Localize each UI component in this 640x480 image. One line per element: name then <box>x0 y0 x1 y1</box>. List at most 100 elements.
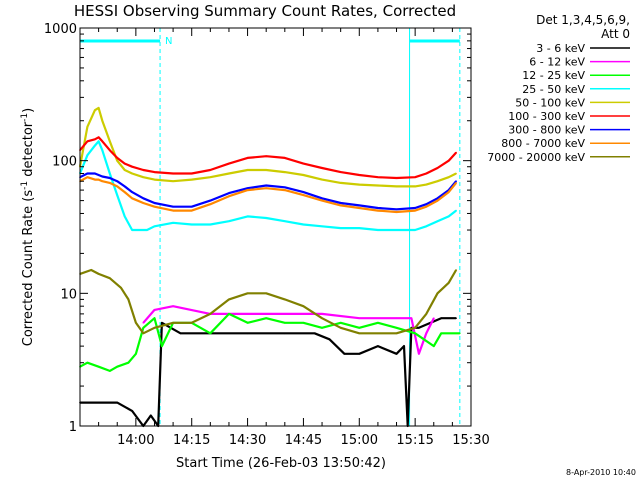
data-point <box>135 353 137 355</box>
data-point <box>321 313 323 315</box>
data-point <box>94 138 96 141</box>
data-point <box>190 209 193 212</box>
data-point <box>209 176 212 178</box>
data-point <box>86 176 89 178</box>
data-point <box>436 167 439 169</box>
data-point <box>153 171 156 173</box>
data-point <box>321 178 323 181</box>
data-point <box>328 338 331 341</box>
data-point <box>131 229 133 231</box>
data-point <box>190 172 193 175</box>
y-axis-label-sup1: -1 <box>20 181 30 190</box>
data-point <box>339 182 342 184</box>
data-point <box>109 149 111 151</box>
data-point <box>190 223 193 226</box>
data-point <box>172 205 174 208</box>
x-tick-label: 14:15 <box>173 433 210 448</box>
data-point <box>131 410 133 412</box>
data-point <box>109 182 111 184</box>
data-point <box>97 136 100 139</box>
y-axis-label-main: Corrected Count Rate (s <box>21 190 36 347</box>
data-point <box>123 169 126 171</box>
plot-area: N 14:00 14:15 14:30 14:45 15:00 15:15 15:30 11… <box>44 22 490 448</box>
data-point <box>123 185 126 188</box>
data-point <box>101 180 104 182</box>
data-point <box>358 327 361 329</box>
data-point <box>455 151 457 154</box>
data-point <box>161 322 163 324</box>
data-point <box>209 169 212 171</box>
data-point <box>153 327 156 329</box>
data-point <box>153 202 156 204</box>
series-line <box>79 136 457 180</box>
data-point <box>265 155 268 157</box>
data-point <box>179 332 182 335</box>
data-point <box>265 217 268 219</box>
data-point <box>321 225 323 228</box>
data-point <box>228 195 230 197</box>
data-point <box>131 197 133 200</box>
data-point <box>228 220 230 222</box>
data-point <box>172 305 174 308</box>
data-point <box>135 322 137 324</box>
series-line <box>78 140 457 232</box>
data-point <box>302 162 305 165</box>
x-tick-label: 15:00 <box>341 433 378 448</box>
data-point <box>246 322 249 324</box>
data-point <box>228 192 230 194</box>
data-point <box>459 332 461 335</box>
y-axis-label-end: ) <box>21 108 36 113</box>
data-point <box>302 194 305 196</box>
data-point <box>436 292 439 295</box>
data-point <box>265 184 268 187</box>
x-tick-label: 15:15 <box>396 433 433 448</box>
data-point <box>284 157 286 159</box>
data-point <box>414 332 416 335</box>
legend-entry-label: 800 - 7000 keV <box>501 137 585 150</box>
data-point <box>131 172 133 175</box>
data-point <box>172 322 174 324</box>
data-point <box>395 332 398 335</box>
data-point <box>358 353 361 355</box>
data-point <box>116 180 118 182</box>
data-point <box>209 332 212 335</box>
data-point <box>425 225 428 228</box>
data-point <box>447 215 450 218</box>
data-point <box>246 187 249 189</box>
data-point <box>377 345 379 347</box>
data-point <box>101 149 104 151</box>
data-point <box>377 209 379 212</box>
data-point <box>377 322 379 324</box>
data-point <box>116 185 118 188</box>
series-layer <box>78 106 461 428</box>
data-point <box>97 178 100 181</box>
data-point <box>94 144 96 147</box>
legend-entry-label: 100 - 300 keV <box>508 110 585 123</box>
data-point <box>142 169 145 171</box>
data-point <box>127 298 130 301</box>
data-point <box>414 185 416 188</box>
data-point <box>131 191 133 193</box>
data-point <box>414 176 416 178</box>
data-point <box>358 227 361 229</box>
legend-entry-label: 6 - 12 keV <box>529 56 585 69</box>
data-point <box>447 159 450 162</box>
data-point <box>265 187 268 189</box>
data-point <box>116 159 118 162</box>
data-point <box>172 222 174 224</box>
data-point <box>116 365 118 368</box>
data-point <box>284 322 286 324</box>
data-point <box>321 317 323 320</box>
data-point <box>142 176 145 178</box>
data-point <box>433 317 435 320</box>
data-point <box>414 327 416 329</box>
data-point <box>228 162 230 165</box>
x-axis-label: Start Time (26-Feb-03 13:50:42) <box>176 456 386 471</box>
data-point <box>455 180 457 182</box>
data-point <box>358 204 361 207</box>
data-point <box>395 317 398 320</box>
data-point <box>425 332 428 335</box>
x-tick-label: 14:45 <box>285 433 322 448</box>
data-point <box>109 172 111 175</box>
data-point <box>414 229 416 231</box>
